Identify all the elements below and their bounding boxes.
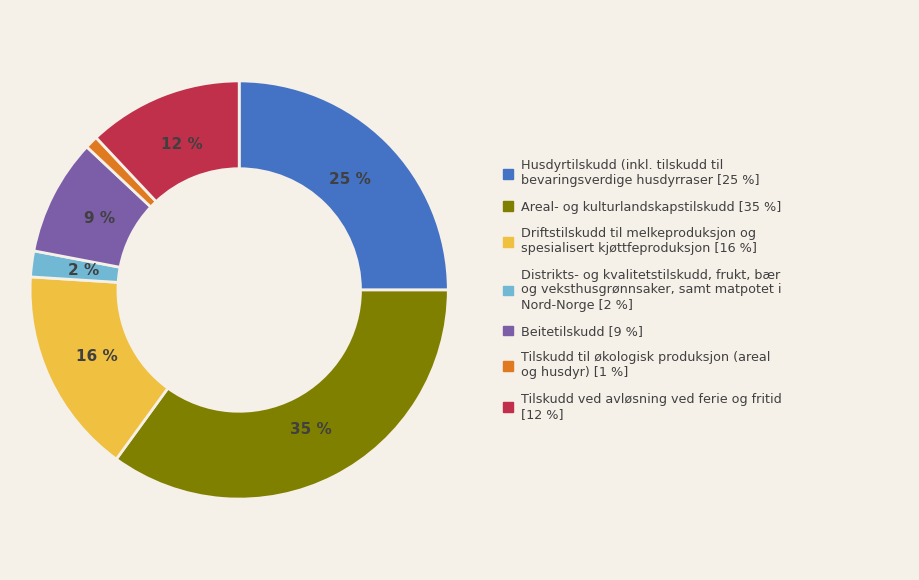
Wedge shape — [96, 81, 239, 202]
Text: 16 %: 16 % — [76, 349, 118, 364]
Text: 9 %: 9 % — [84, 211, 115, 226]
Wedge shape — [30, 277, 168, 459]
Text: 12 %: 12 % — [161, 137, 202, 152]
Wedge shape — [34, 147, 151, 267]
Wedge shape — [86, 137, 156, 207]
Text: 35 %: 35 % — [289, 422, 331, 437]
Wedge shape — [30, 251, 120, 282]
Wedge shape — [239, 81, 448, 290]
Text: 25 %: 25 % — [329, 172, 370, 187]
Legend: Husdyrtilskudd (inkl. tilskudd til
bevaringsverdige husdyrraser [25 %], Areal- o: Husdyrtilskudd (inkl. tilskudd til bevar… — [503, 160, 781, 420]
Wedge shape — [116, 290, 448, 499]
Text: 2 %: 2 % — [68, 263, 99, 278]
